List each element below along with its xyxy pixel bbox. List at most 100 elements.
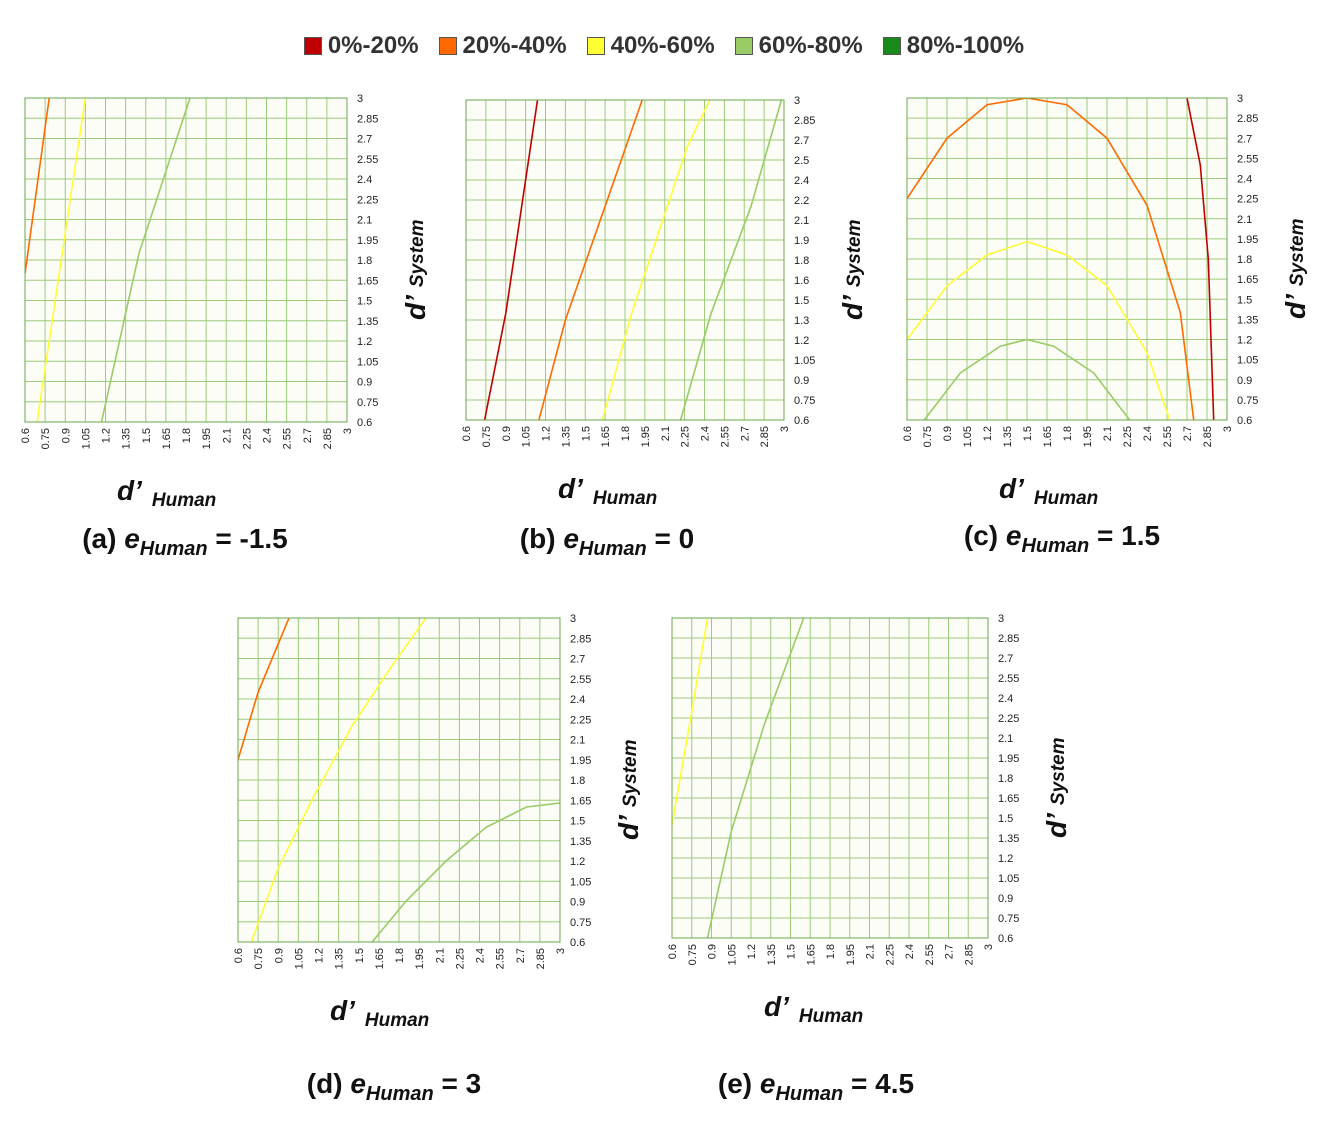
y-tick-label: 0.9 (998, 893, 1013, 905)
x-tick-label: 0.6 (461, 426, 473, 441)
x-tick-label: 2.4 (904, 944, 916, 959)
x-tick-label: 2.55 (719, 426, 731, 447)
x-axis-title: d’ Human (999, 473, 1098, 509)
boundary-curve (36, 98, 87, 422)
y-tick-label: 1.8 (998, 773, 1013, 785)
boundary-curve (238, 618, 290, 761)
boundary-curve (907, 240, 1171, 420)
grid (906, 97, 1228, 421)
x-tick-label: 2.7 (302, 428, 314, 443)
panel-caption: (e) eHuman = 4.5 (718, 1068, 914, 1105)
y-tick-label: 0.6 (570, 937, 585, 949)
x-tick-label: 1.8 (181, 428, 193, 443)
x-tick-label: 1.5 (354, 948, 366, 963)
y-tick-label: 2.55 (998, 673, 1019, 685)
y-axis-title: d’System (1041, 737, 1072, 838)
x-tick-label: 1.35 (1002, 426, 1014, 447)
boundary-curve (672, 618, 709, 825)
x-tick-label: 2.4 (262, 428, 274, 443)
boundary-curve (371, 802, 560, 942)
x-tick-label: 1.35 (766, 944, 778, 965)
legend-item-20-40: 20%-40% (438, 32, 567, 60)
plot-frame (237, 617, 561, 943)
boundary-curve (601, 100, 711, 420)
boundary-curves (483, 100, 783, 420)
x-tick-label: 0.9 (60, 428, 72, 443)
panel-caption: (c) eHuman = 1.5 (964, 520, 1160, 557)
y-tick-label: 2.25 (357, 194, 378, 206)
legend-item-40-60: 40%-60% (586, 32, 715, 60)
x-tick-label: 1.95 (414, 948, 426, 969)
x-tick-label: 1.65 (161, 428, 173, 449)
y-tick-label: 1.2 (570, 856, 585, 868)
x-tick-label: 3 (1222, 426, 1234, 432)
x-tick-label: 2.1 (434, 948, 446, 963)
y-tick-label: 1.5 (357, 296, 372, 308)
x-tick-label: 2.55 (282, 428, 294, 449)
x-tick-label: 2.25 (454, 948, 466, 969)
x-tick-label: 2.55 (1162, 426, 1174, 447)
x-tick-label: 3 (555, 948, 567, 954)
y-tick-label: 2.4 (357, 174, 372, 186)
y-tick-label: 0.75 (794, 395, 815, 407)
x-tick-label: 2.25 (241, 428, 253, 449)
y-tick-label: 2.55 (357, 154, 378, 166)
boundary-curves (25, 98, 191, 422)
y-tick-label: 1.65 (357, 275, 378, 287)
x-tick-label: 0.6 (667, 944, 679, 959)
y-tick-label: 2.4 (1237, 174, 1252, 186)
y-tick-label: 1.05 (570, 876, 591, 888)
y-tick-label: 2.85 (357, 113, 378, 125)
y-tick-label: 2.4 (998, 693, 1013, 705)
x-tick-label: 1.05 (726, 944, 738, 965)
y-tick-label: 0.6 (357, 417, 372, 429)
x-tick-label: 1.35 (121, 428, 133, 449)
boundary-curves (238, 618, 560, 942)
y-tick-label: 2.85 (998, 633, 1019, 645)
x-tick-label: 0.9 (501, 426, 513, 441)
x-tick-label: 2.1 (221, 428, 233, 443)
x-tick-label: 2.4 (700, 426, 712, 441)
y-tick-label: 2.1 (570, 735, 585, 747)
y-tick-label: 2.7 (357, 134, 372, 146)
y-tick-label: 1.8 (357, 255, 372, 267)
x-axis-title: d’ Human (117, 475, 216, 511)
legend-label: 40%-60% (610, 32, 715, 59)
y-tick-label: 2.85 (570, 633, 591, 645)
y-tick-label: 2.7 (998, 653, 1013, 665)
x-tick-label: 2.85 (759, 426, 771, 447)
y-tick-label: 2.4 (570, 694, 585, 706)
x-tick-label: 1.5 (1022, 426, 1034, 441)
legend-item-80-100: 80%-100% (882, 32, 1024, 60)
x-tick-label: 0.6 (20, 428, 32, 443)
y-tick-label: 2.7 (570, 654, 585, 666)
y-tick-label: 0.9 (357, 377, 372, 389)
x-tick-label: 1.95 (640, 426, 652, 447)
plot-frame (671, 617, 989, 939)
y-tick-label: 1.2 (998, 853, 1013, 865)
y-tick-label: 3 (1237, 93, 1243, 105)
y-tick-label: 1.65 (570, 795, 591, 807)
x-tick-label: 2.85 (535, 948, 547, 969)
x-tick-label: 1.35 (334, 948, 346, 969)
x-tick-label: 1.05 (293, 948, 305, 969)
y-tick-label: 0.75 (1237, 395, 1258, 407)
x-tick-label: 2.25 (680, 426, 692, 447)
legend-swatch-dark-green (882, 37, 901, 55)
x-tick-label: 1.05 (962, 426, 974, 447)
x-tick-label: 2.55 (495, 948, 507, 969)
y-tick-label: 1.05 (1237, 355, 1258, 367)
y-tick-label: 1.5 (1237, 294, 1252, 306)
boundary-curve (706, 618, 805, 938)
y-tick-label: 2.55 (570, 674, 591, 686)
x-tick-label: 1.05 (80, 428, 92, 449)
x-tick-label: 0.75 (253, 948, 265, 969)
y-tick-label: 3 (998, 613, 1004, 625)
boundary-curve (923, 338, 1131, 420)
x-tick-label: 1.8 (1062, 426, 1074, 441)
x-tick-label: 2.25 (884, 944, 896, 965)
x-tick-label: 1.65 (805, 944, 817, 965)
boundary-curves (907, 98, 1215, 420)
y-tick-label: 1.6 (794, 275, 809, 287)
x-tick-label: 1.5 (141, 428, 153, 443)
